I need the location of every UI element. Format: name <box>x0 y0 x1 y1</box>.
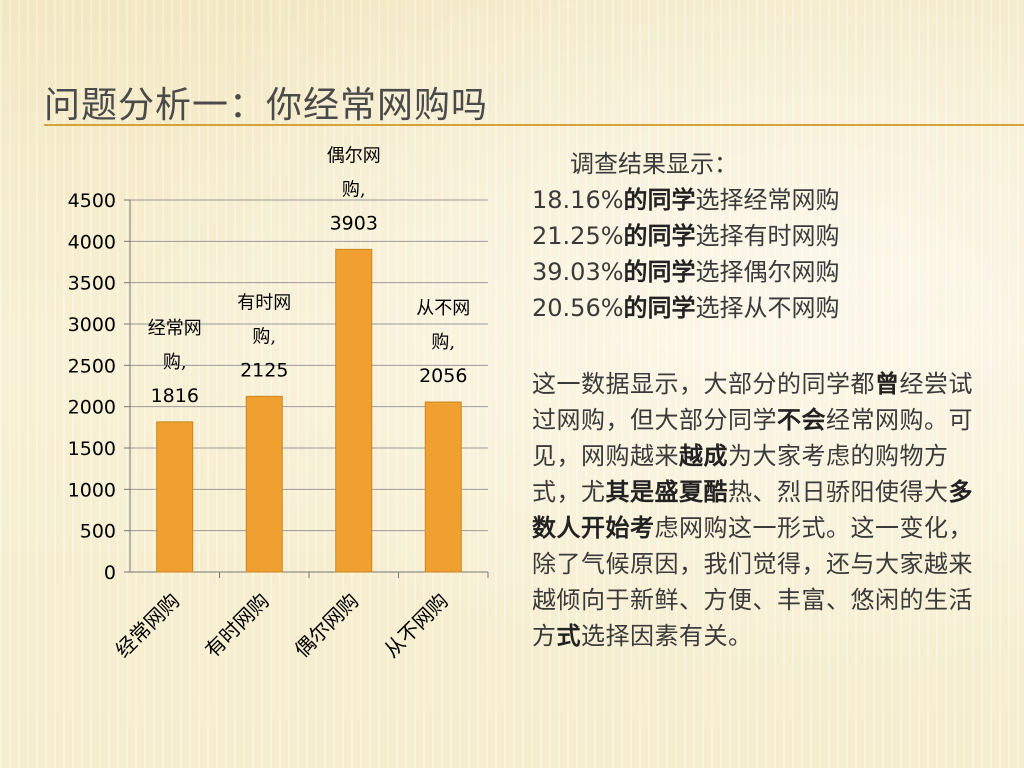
y-tick-label: 0 <box>104 562 116 584</box>
bar <box>424 401 462 573</box>
paragraph-emphasis: 曾 <box>875 370 900 398</box>
paragraph-emphasis: 式 <box>556 622 581 650</box>
data-label-name: 从不网 <box>416 298 470 319</box>
result-bold-text: 的同学 <box>623 186 696 214</box>
paragraph-emphasis: 越成 <box>679 442 728 470</box>
result-bold-text: 的同学 <box>623 222 696 250</box>
paragraph-emphasis: 不会 <box>777 406 826 434</box>
data-label-name: 偶尔网 <box>327 145 381 166</box>
y-tick-label: 4000 <box>68 231 116 253</box>
x-category-label: 经常网购 <box>111 589 185 663</box>
result-choice: 选择偶尔网购 <box>695 258 840 286</box>
analysis-paragraph: 这一数据显示，大部分的同学都曾经尝试过网购，但大部分同学不会经常网购。可见，网购… <box>532 366 982 654</box>
data-label-name: 有时网 <box>237 292 291 313</box>
result-line: 21.25%的同学选择有时网购 <box>532 218 992 254</box>
paragraph-text: 这一数据显示，大部分的同学都 <box>532 370 875 398</box>
paragraph-text: 虑网购这一形式。这一变化，除了气候原因，我们觉得，还与大家越来越倾向于新鲜、方便… <box>532 514 973 650</box>
result-percent: 21.25% <box>532 222 624 250</box>
result-bold-text: 的同学 <box>623 258 696 286</box>
result-choice: 选择有时网购 <box>695 222 840 250</box>
title-underline <box>44 124 1024 126</box>
paragraph-text: 热、烈日骄阳使得大 <box>728 478 949 506</box>
y-tick-label: 3500 <box>68 273 116 295</box>
result-line: 20.56%的同学选择从不网购 <box>532 290 992 326</box>
bar <box>335 248 373 573</box>
result-line: 39.03%的同学选择偶尔网购 <box>532 254 992 290</box>
data-label-name: 购, <box>163 352 187 373</box>
data-label-value: 1816 <box>151 385 199 407</box>
data-label-value: 3903 <box>330 212 378 234</box>
result-bold-text: 的同学 <box>623 294 696 322</box>
result-percent: 20.56% <box>532 294 624 322</box>
y-tick-label: 2000 <box>68 397 116 419</box>
result-percent: 39.03% <box>532 258 624 286</box>
paragraph-text: 为大家考虑的购物方式，尤 <box>532 442 949 506</box>
data-label-name: 经常网 <box>148 318 202 339</box>
data-label-value: 2056 <box>419 365 467 387</box>
survey-results: 调查结果显示： 18.16%的同学选择经常网购 21.25%的同学选择有时网购 39… <box>532 146 992 326</box>
result-choice: 选择经常网购 <box>695 186 840 214</box>
page-title: 问题分析一：你经常网购吗 <box>44 85 489 126</box>
y-tick-label: 4500 <box>68 190 116 212</box>
results-list: 18.16%的同学选择经常网购 21.25%的同学选择有时网购 39.03%的同学选… <box>532 182 992 326</box>
y-tick-label: 500 <box>80 521 116 543</box>
bar <box>156 421 194 573</box>
paragraph-emphasis: 其是盛夏酷 <box>605 478 728 506</box>
paragraph-text: 选择因素有关。 <box>581 622 753 650</box>
bar <box>245 395 283 573</box>
y-tick-label: 1000 <box>68 479 116 501</box>
paragraph-text: 经尝试过网购，但大部分同学 <box>532 370 973 434</box>
result-percent: 18.16% <box>532 186 624 214</box>
result-choice: 选择从不网购 <box>695 294 840 322</box>
paragraph-emphasis: 多数人开始考 <box>532 478 973 542</box>
data-label-name: 购, <box>252 326 276 347</box>
x-category-label: 有时网购 <box>200 589 274 663</box>
y-tick-label: 3000 <box>68 314 116 336</box>
x-category-label: 偶尔网购 <box>290 589 364 663</box>
x-category-label: 从不网购 <box>379 589 453 663</box>
y-tick-label: 2500 <box>68 355 116 377</box>
results-heading: 调查结果显示： <box>570 150 738 178</box>
data-label-name: 购, <box>342 179 366 200</box>
data-label-value: 2125 <box>240 359 288 381</box>
result-line: 18.16%的同学选择经常网购 <box>532 182 992 218</box>
data-label-name: 购, <box>431 332 455 353</box>
paragraph-text: 经常网购。可见，网购越来 <box>532 406 973 470</box>
y-tick-label: 1500 <box>68 438 116 460</box>
